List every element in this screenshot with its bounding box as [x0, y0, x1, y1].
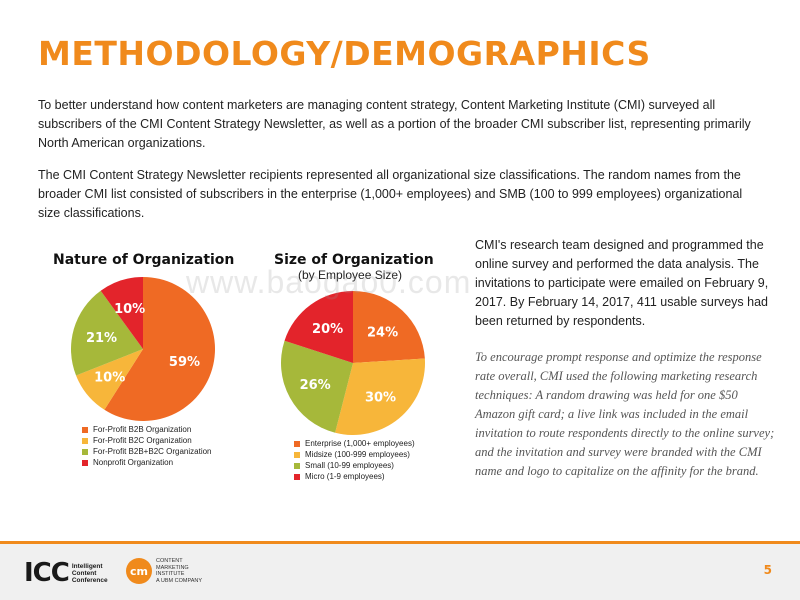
legend-swatch — [82, 459, 88, 466]
chart-2-slice — [335, 358, 425, 435]
footer-divider — [0, 541, 800, 544]
legend-swatch — [82, 448, 88, 455]
chart-2-legend-item: Midsize (100-999 employees) — [294, 449, 415, 460]
page-number: 5 — [763, 563, 772, 577]
chart-2-slice — [281, 340, 353, 433]
legend-swatch — [294, 462, 300, 469]
legend-swatch — [82, 426, 88, 433]
cmi-logo-line: CONTENT — [156, 558, 183, 564]
legend-swatch — [294, 451, 300, 458]
legend-label: Small (10-99 employees) — [305, 461, 394, 470]
chart-1-legend-item: For-Profit B2B+B2C Organization — [82, 446, 212, 457]
chart-2-legend-item: Small (10-99 employees) — [294, 460, 415, 471]
legend-swatch — [82, 437, 88, 444]
chart-2-title: Size of Organization — [274, 252, 434, 268]
icc-logo-line: Content — [71, 569, 97, 577]
cmi-logo-text: CONTENT MARKETING INSTITUTE A UBM COMPAN… — [156, 558, 202, 584]
incentive-description: To encourage prompt response and optimiz… — [475, 350, 775, 478]
cmi-logo-line: INSTITUTE — [156, 571, 185, 577]
icc-logo-line: Conference — [71, 576, 108, 584]
chart-2-legend-item: Enterprise (1,000+ employees) — [294, 438, 415, 449]
cmi-logo-mark: cm — [126, 558, 152, 584]
legend-label: For-Profit B2B+B2C Organization — [93, 447, 212, 456]
chart-2-legend-item: Micro (1-9 employees) — [294, 471, 415, 482]
page-title: METHODOLOGY/DEMOGRAPHICS — [38, 34, 651, 73]
cmi-logo: cm CONTENT MARKETING INSTITUTE A UBM COM… — [126, 558, 202, 584]
legend-swatch — [294, 440, 300, 447]
cmi-logo-line: A UBM COMPANY — [156, 577, 203, 584]
legend-label: Enterprise (1,000+ employees) — [305, 439, 415, 448]
icc-logo-line: Intelligent — [71, 562, 103, 570]
chart-1-legend-item: For-Profit B2B Organization — [82, 424, 212, 435]
icc-logo-text: Intelligent Content Conference — [72, 563, 108, 584]
chart-2-pie: 24% 30% 26% 20% — [281, 291, 425, 435]
watermark: www.baogao0.com — [186, 264, 472, 300]
chart-1-pie: 59% 10% 21% 10% — [71, 277, 215, 421]
chart-2-slice-label: 24% — [367, 326, 398, 341]
chart-1-slice — [100, 277, 143, 349]
legend-swatch — [294, 473, 300, 480]
chart-1-legend-item: For-Profit B2C Organization — [82, 435, 212, 446]
legend-label: For-Profit B2B Organization — [93, 425, 192, 434]
chart-1-slice — [76, 349, 143, 410]
legend-label: For-Profit B2C Organization — [93, 436, 192, 445]
icc-logo: ICC Intelligent Content Conference — [24, 558, 108, 588]
chart-2-legend: Enterprise (1,000+ employees) Midsize (10… — [294, 438, 415, 482]
legend-label: Midsize (100-999 employees) — [305, 450, 410, 459]
chart-1-slice-label: 10% — [94, 371, 125, 386]
chart-2-subtitle: (by Employee Size) — [298, 268, 403, 282]
intro-paragraph-2: The CMI Content Strategy Newsletter reci… — [38, 168, 743, 220]
chart-1-slice — [104, 277, 215, 421]
cmi-logo-line: MARKETING — [156, 564, 189, 571]
chart-1-slice-label: 10% — [114, 302, 145, 317]
chart-2-slice — [353, 291, 425, 363]
research-description: CMI's research team designed and program… — [475, 238, 769, 328]
chart-2-slice — [284, 291, 353, 363]
chart-2-slice-label: 20% — [312, 322, 343, 337]
legend-label: Micro (1-9 employees) — [305, 472, 385, 481]
icc-logo-mark: ICC — [24, 558, 70, 588]
chart-1-title: Nature of Organization — [53, 252, 235, 268]
chart-1-slice — [71, 290, 143, 376]
intro-paragraph-1: To better understand how content markete… — [38, 98, 751, 150]
chart-1-legend: For-Profit B2B Organization For-Profit B2… — [82, 424, 212, 468]
chart-1-slice-label: 59% — [169, 355, 200, 370]
chart-2-slice-label: 30% — [365, 390, 396, 405]
chart-2-slice-label: 26% — [300, 378, 331, 393]
footer — [0, 544, 800, 600]
chart-1-slice-label: 21% — [86, 331, 117, 346]
legend-label: Nonprofit Organization — [93, 458, 174, 467]
chart-1-legend-item: Nonprofit Organization — [82, 457, 212, 468]
